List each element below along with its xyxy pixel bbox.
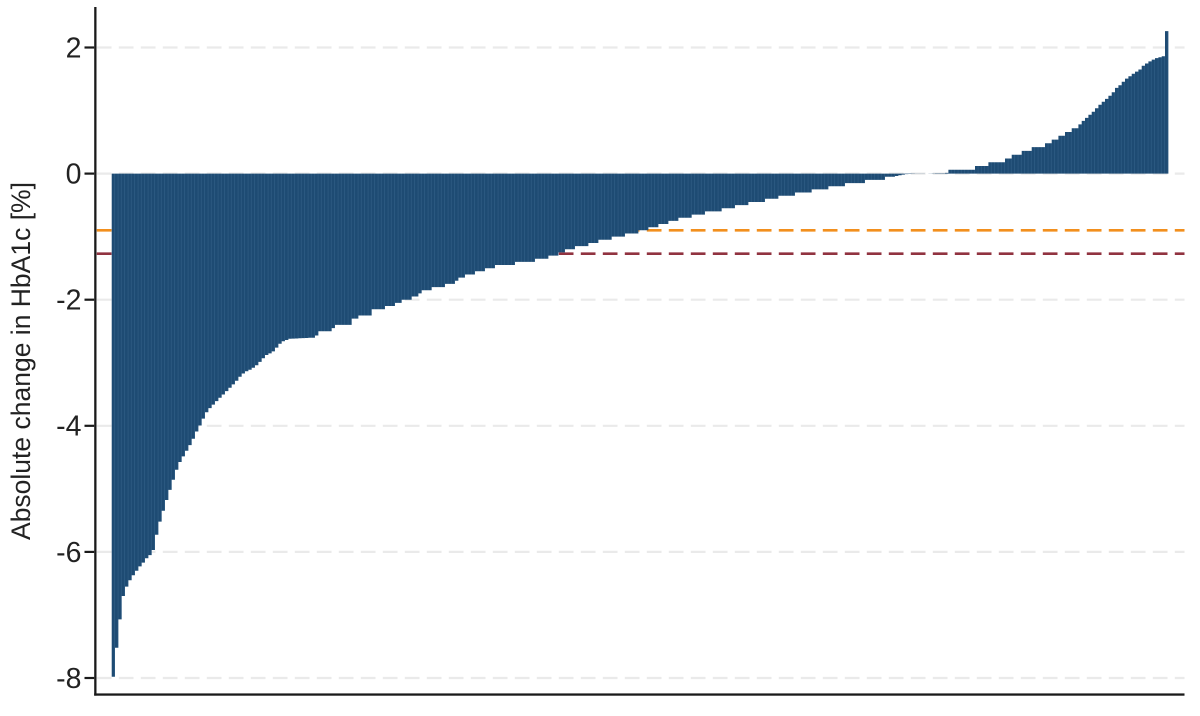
svg-text:0: 0	[66, 159, 82, 191]
svg-text:Absolute change in HbA1c [%]: Absolute change in HbA1c [%]	[6, 182, 36, 540]
svg-text:-8: -8	[56, 663, 81, 695]
svg-text:2: 2	[66, 32, 82, 64]
svg-text:-2: -2	[56, 285, 81, 317]
svg-text:-4: -4	[56, 411, 81, 443]
svg-text:-6: -6	[56, 537, 81, 569]
